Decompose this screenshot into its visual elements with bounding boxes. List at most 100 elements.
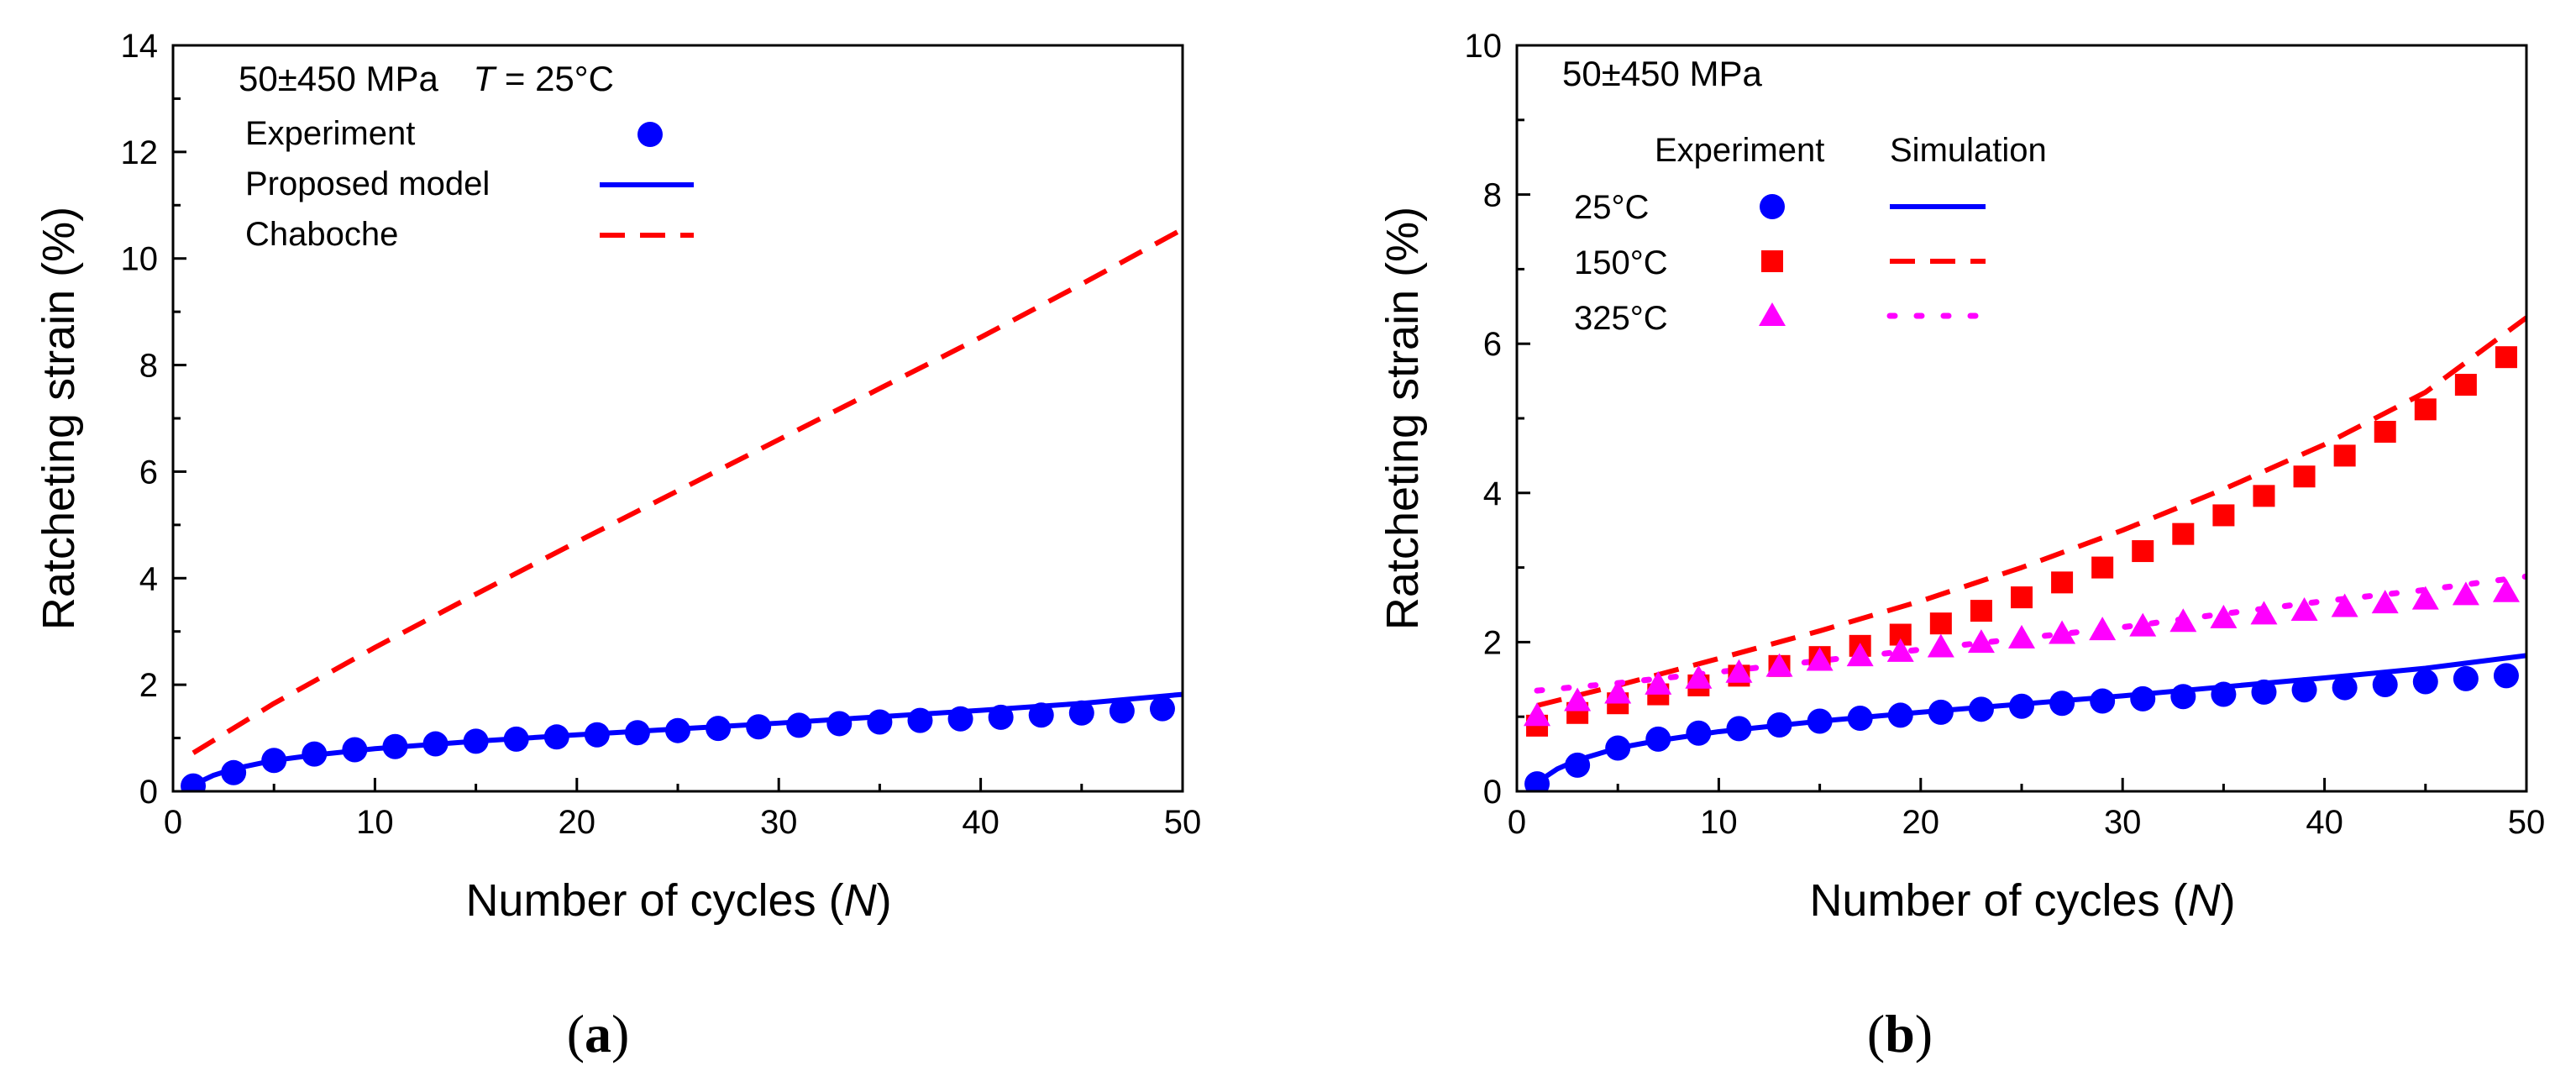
panel-b-annotation: 50±450 MPa — [1562, 54, 1763, 93]
panel-a-x-tick-label: 40 — [962, 804, 999, 841]
panel-b-exp-point-25c — [2332, 675, 2358, 701]
panel-a-point-experiment — [302, 741, 328, 767]
panel-a-y-tick-label: 12 — [121, 134, 159, 171]
panel-b-exp-point-325c — [2169, 608, 2197, 633]
panel-b-exp-point-325c — [2049, 620, 2076, 644]
panel-a-x-axis-title-var: N — [844, 875, 878, 926]
panel-b-y-tick-label: 6 — [1483, 326, 1502, 363]
panel-a-point-experiment — [261, 748, 287, 774]
panel-b-exp-point-325c — [2290, 596, 2318, 621]
panel-a-point-experiment — [988, 704, 1014, 730]
panel-a-annotation: 50±450 MPa T = 25°C — [239, 59, 614, 98]
panel-b-exp-point-25c — [1968, 696, 1994, 722]
panel-b-exp-point-25c — [2372, 672, 2398, 698]
panel-b-exp-point-150c — [2132, 540, 2154, 563]
panel-b-exp-point-25c — [2211, 681, 2237, 707]
panel-b-ticks: 0 10 20 30 40 50 0 2 4 6 8 10 — [1465, 28, 2546, 841]
panel-a-x-tick-label: 10 — [356, 804, 394, 841]
panel-a-stress-label: 50±450 MPa — [239, 59, 439, 98]
panel-b-exp-point-325c — [2371, 590, 2399, 614]
panel-b-exp-point-150c — [2293, 465, 2316, 488]
panel-b-exp-point-325c — [2210, 604, 2238, 628]
panel-b-exp-point-325c — [1967, 629, 1995, 654]
panel-b-x-axis-title-var: N — [2188, 875, 2222, 926]
panel-b-exp-point-150c — [2051, 571, 2074, 594]
panel-b-x-tick-label: 20 — [1902, 804, 1940, 841]
panel-b-exp-point-25c — [1565, 752, 1591, 778]
panel-a-y-tick-label: 10 — [121, 241, 159, 278]
panel-b-x-axis-title-suffix: ) — [2221, 875, 2236, 926]
panel-b-exp-point-325c — [1645, 670, 1672, 695]
panel-a: 0 10 20 30 40 50 0 2 4 6 8 10 12 14 50±450 MPa T = 25… — [34, 28, 1201, 1063]
panel-b-marks — [1524, 315, 2526, 791]
panel-a-point-experiment — [1149, 696, 1175, 722]
panel-b-exp-point-150c — [1929, 612, 1952, 635]
panel-b-exp-point-25c — [2453, 665, 2479, 691]
panel-b-exp-point-25c — [1686, 720, 1712, 746]
panel-a-spacer — [464, 59, 474, 98]
panel-b-label: (b) — [1867, 1004, 1933, 1063]
panel-a-point-experiment — [382, 733, 408, 759]
panel-b-exp-point-25c — [2009, 693, 2034, 719]
panel-a-point-experiment — [867, 709, 893, 735]
panel-a-y-tick-label: 8 — [139, 348, 158, 385]
panel-a-point-experiment — [342, 737, 368, 763]
panel-b-x-tick-label: 50 — [2508, 804, 2546, 841]
panel-b-exp-point-150c — [2172, 522, 2195, 545]
panel-a-point-experiment — [706, 716, 732, 742]
panel-b-y-axis-title: Ratcheting strain (%) — [1377, 207, 1428, 630]
panel-a-x-tick-label: 50 — [1164, 804, 1202, 841]
panel-b-exp-point-25c — [1726, 716, 1752, 742]
panel-b-exp-point-25c — [2412, 669, 2438, 695]
panel-b-exp-point-25c — [1807, 708, 1833, 734]
panel-a-series — [181, 227, 1183, 791]
panel-a-plot-frame — [171, 44, 1184, 793]
panel-a-label: (a) — [567, 1004, 630, 1063]
panel-b-exp-point-25c — [1928, 699, 1954, 725]
panel-b-y-tick-label: 8 — [1483, 177, 1502, 214]
panel-b-exp-point-150c — [2374, 420, 2396, 443]
panel-a-point-experiment — [907, 707, 933, 733]
panel-b-y-tick-label: 2 — [1483, 624, 1502, 661]
panel-a-line-chaboche — [191, 227, 1183, 755]
panel-b-exp-point-325c — [2411, 586, 2439, 610]
panel-b-exp-point-325c — [1886, 638, 1914, 662]
panel-a-point-experiment — [181, 773, 207, 791]
panel-a-marks — [181, 227, 1183, 791]
panel-a-point-experiment — [1028, 702, 1054, 728]
panel-b-legend-header-simulation: Simulation — [1890, 132, 2047, 169]
panel-a-point-experiment — [584, 722, 610, 748]
panel-b-exp-point-150c — [2212, 504, 2235, 527]
panel-a-y-tick-label: 14 — [121, 28, 159, 65]
panel-a-x-tick-label: 30 — [760, 804, 798, 841]
panel-b-sim-line-150c — [1536, 315, 2526, 708]
panel-b-legend-label-150c: 150°C — [1574, 244, 1668, 281]
panel-b-exp-point-325c — [1524, 702, 1551, 727]
panel-a-point-experiment — [786, 712, 812, 738]
panel-b-legend: Experiment Simulation 25°C 150°C 325°C — [1574, 132, 2047, 337]
panel-b-legend-header-experiment: Experiment — [1655, 132, 1824, 169]
panel-b-exp-point-325c — [2492, 578, 2520, 602]
panel-b-exp-point-25c — [2291, 677, 2317, 703]
panel-b-exp-point-325c — [1927, 633, 1954, 658]
panel-b-exp-point-150c — [2454, 374, 2477, 396]
panel-b-legend-marker-150c — [1761, 250, 1783, 272]
panel-b-exp-point-325c — [1806, 647, 1834, 671]
panel-a-x-axis-title-suffix: ) — [877, 875, 892, 926]
panel-b-exp-point-25c — [2130, 685, 2156, 712]
panel-b-exp-point-150c — [2253, 485, 2275, 507]
panel-a-y-tick-label: 2 — [139, 667, 158, 704]
panel-b-exp-point-25c — [2493, 663, 2519, 689]
panel-a-point-experiment — [221, 759, 247, 785]
panel-b-exp-point-25c — [1645, 726, 1671, 752]
panel-b-exp-point-25c — [2049, 691, 2075, 717]
panel-b-exp-point-325c — [2250, 601, 2278, 625]
panel-a-temp-value: = 25°C — [495, 59, 614, 98]
panel-b-exp-point-325c — [2008, 624, 2035, 649]
panel-a-point-experiment — [746, 714, 772, 740]
panel-a-point-experiment — [1109, 698, 1135, 724]
panel-b-exp-point-25c — [1766, 712, 1792, 738]
panel-a-x-axis-title: Number of cycles (N) — [465, 875, 891, 926]
panel-b-y-tick-label: 4 — [1483, 475, 1502, 512]
